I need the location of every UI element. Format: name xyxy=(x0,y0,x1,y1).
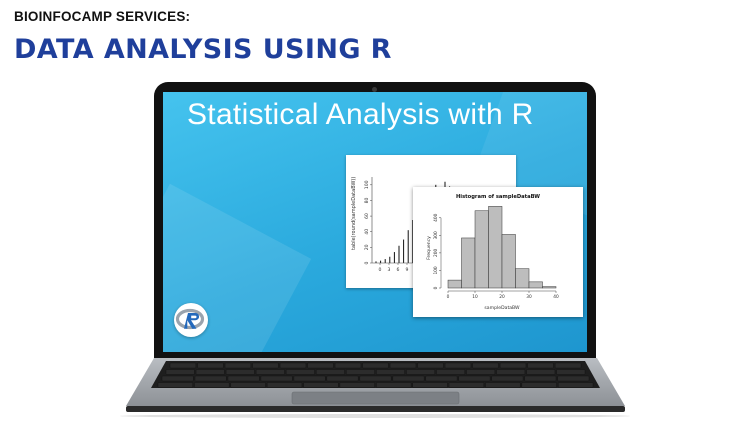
back-xtick-label: 6 xyxy=(397,267,400,273)
keyboard-key xyxy=(466,369,496,375)
histogram-ylabel: Frequency xyxy=(426,236,432,260)
keyboard-key xyxy=(436,369,466,375)
keyboard-key xyxy=(448,382,485,388)
keyboard-key xyxy=(376,369,405,375)
back-xtick-label: 3 xyxy=(388,267,391,273)
keyboard-key xyxy=(524,375,557,382)
laptop-shadow xyxy=(120,414,630,418)
keyboard-key xyxy=(195,369,225,375)
keyboard-key xyxy=(458,375,491,382)
keyboard-key xyxy=(161,375,194,382)
histogram-plot: Histogram of sampleDataBW Frequency samp… xyxy=(413,187,583,317)
keyboard-key xyxy=(472,362,499,369)
keyboard-key xyxy=(499,362,527,369)
trackpad xyxy=(291,391,460,405)
laptop-screen: Statistical Analysis with R table(round(… xyxy=(163,92,587,352)
histogram-bar xyxy=(515,268,530,289)
eyebrow-text: BIOINFOCAMP SERVICES: xyxy=(14,9,191,24)
keyboard-key xyxy=(406,369,435,375)
keyboard-key xyxy=(527,362,554,369)
front-xtick-label: 10 xyxy=(472,294,478,300)
keyboard-key xyxy=(169,362,197,369)
keyboard-key xyxy=(285,369,315,375)
keyboard-key xyxy=(279,362,307,369)
front-ytick-label: 300 xyxy=(433,231,439,239)
back-ytick-label: 40 xyxy=(364,229,370,235)
keyboard-key xyxy=(230,382,266,388)
keyboard-key xyxy=(194,375,227,382)
front-ytick-label: 200 xyxy=(433,249,439,257)
front-ytick-label: 0 xyxy=(433,286,439,289)
keyboard-key xyxy=(554,362,582,369)
histogram-bar xyxy=(474,210,489,289)
keyboard-key xyxy=(392,375,425,382)
front-xtick-label: 30 xyxy=(526,294,532,300)
keyboard-key xyxy=(266,382,303,388)
back-ylabel: table(round(sampleDataBW)) xyxy=(351,177,357,250)
keyboard-key xyxy=(376,382,412,388)
keyboard-key xyxy=(491,375,524,382)
histogram-chart: Histogram of sampleDataBW Frequency samp… xyxy=(426,194,559,311)
keyboard-key xyxy=(521,382,557,388)
histogram-bar xyxy=(461,237,476,289)
keyboard-key xyxy=(346,369,375,375)
back-xtick-label: 9 xyxy=(406,267,409,273)
webcam-icon xyxy=(372,87,377,92)
keyboard-key xyxy=(359,375,392,382)
keyboard-key xyxy=(307,362,334,369)
histogram-title: Histogram of sampleDataBW xyxy=(456,194,540,200)
histogram-bar xyxy=(542,286,557,289)
keyboard-key xyxy=(316,369,345,375)
screen-title: Statistical Analysis with R xyxy=(187,98,534,131)
histogram-bar xyxy=(488,206,503,289)
histogram-xlabel: sampleDataBW xyxy=(484,305,520,311)
histogram-bar xyxy=(447,279,462,289)
back-ytick-label: 100 xyxy=(364,180,370,189)
keyboard-key xyxy=(526,369,556,375)
keyboard-key xyxy=(444,362,472,369)
keyboard-key xyxy=(326,375,359,382)
histogram-bar xyxy=(501,234,516,289)
front-ytick-label: 400 xyxy=(433,213,439,221)
laptop-lid: Statistical Analysis with R table(round(… xyxy=(154,82,596,360)
laptop-keyboard-base xyxy=(126,358,625,414)
keyboard-key xyxy=(412,382,448,388)
keyboard-key xyxy=(303,382,339,388)
keyboard-key xyxy=(417,362,444,369)
back-ytick-label: 60 xyxy=(364,213,370,219)
keyboard-key xyxy=(425,375,458,382)
keyboard-key xyxy=(255,369,285,375)
front-xtick-label: 0 xyxy=(447,294,450,300)
keyboard-key xyxy=(496,369,526,375)
back-ytick-label: 20 xyxy=(364,244,370,250)
keyboard-key xyxy=(224,362,252,369)
keyboard-key xyxy=(157,382,193,388)
keyboard-key xyxy=(165,369,195,375)
keyboard-key xyxy=(293,375,326,382)
back-ytick-label: 0 xyxy=(364,261,370,264)
front-xtick-label: 20 xyxy=(499,294,505,300)
keyboard-key xyxy=(197,362,224,369)
front-ytick-label: 100 xyxy=(433,266,439,274)
keyboard-key xyxy=(362,362,389,369)
keyboard-key xyxy=(252,362,279,369)
keyboard-key xyxy=(485,382,521,388)
keyboard-key xyxy=(558,382,594,388)
keyboard-key xyxy=(194,382,230,388)
keyboard-key xyxy=(556,369,586,375)
front-xtick-label: 40 xyxy=(553,294,559,300)
keyboard-key xyxy=(334,362,362,369)
keyboard-key xyxy=(225,369,255,375)
r-logo-icon xyxy=(174,303,208,337)
back-xtick-label: 0 xyxy=(379,267,382,273)
keyboard-key xyxy=(260,375,293,382)
keyboard-key xyxy=(557,375,590,382)
page-headline: DATA ANALYSIS USING R xyxy=(14,34,392,65)
histogram-bar xyxy=(528,281,543,289)
back-ytick-label: 80 xyxy=(364,197,370,203)
keyboard-key xyxy=(389,362,417,369)
keyboard-keys xyxy=(157,362,594,388)
keyboard-key xyxy=(339,382,375,388)
keyboard-key xyxy=(227,375,260,382)
